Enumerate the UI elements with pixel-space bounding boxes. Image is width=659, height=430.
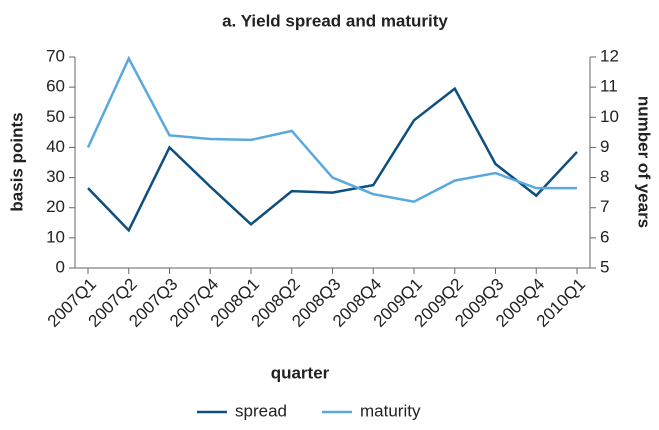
chart-title: a. Yield spread and maturity (222, 11, 448, 30)
legend-label: spread (235, 401, 287, 420)
y2-tick-label: 9 (600, 137, 609, 156)
x-axis-label: quarter (271, 363, 330, 382)
y-tick-label: 40 (46, 137, 65, 156)
y-tick-label: 10 (46, 227, 65, 246)
y-tick-label: 20 (46, 197, 65, 216)
y-axis-label: basis points (7, 112, 26, 211)
y-tick-label: 30 (46, 167, 65, 186)
y2-tick-label: 10 (600, 107, 619, 126)
legend-label: maturity (360, 401, 421, 420)
y2-tick-label: 7 (600, 197, 609, 216)
y2-tick-label: 5 (600, 257, 609, 276)
line-series (86, 55, 577, 203)
y-tick-label: 0 (56, 257, 65, 276)
y2-tick-label: 8 (600, 167, 609, 186)
y-tick-label: 60 (46, 77, 65, 96)
y2-tick-label: 12 (600, 46, 619, 65)
y2-tick-label: 6 (600, 227, 609, 246)
line-series (87, 86, 578, 233)
y-tick-label: 50 (46, 107, 65, 126)
y2-tick-label: 11 (600, 77, 618, 96)
y-tick-label: 70 (46, 46, 65, 65)
y2-axis-label: number of years (635, 96, 654, 228)
